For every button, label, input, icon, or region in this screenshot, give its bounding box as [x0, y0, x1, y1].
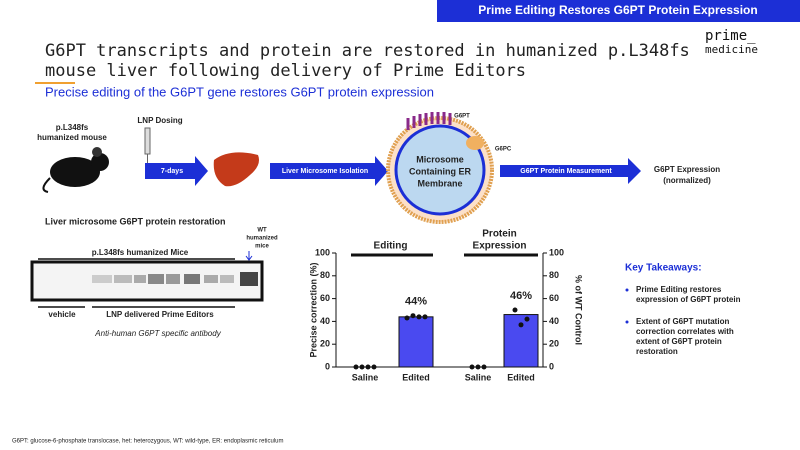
y2-tick-label: 0 — [549, 361, 554, 371]
data-point — [481, 364, 487, 370]
bullet — [625, 288, 629, 292]
subtitle: Precise editing of the G6PT gene restore… — [45, 84, 434, 99]
syringe — [144, 127, 151, 164]
result-label: (normalized) — [663, 176, 711, 185]
y2-axis-title: % of WT Control — [574, 275, 584, 345]
data-point — [475, 364, 481, 370]
y-tick-label: 80 — [320, 270, 330, 280]
data-point — [353, 364, 359, 370]
banner: Prime Editing Restores G6PT Protein Expr… — [478, 3, 757, 17]
accent — [35, 82, 75, 84]
group-label: Expression — [473, 241, 527, 252]
blot-title: Liver microsome G6PT protein restoration — [45, 216, 226, 226]
takeaway: Prime Editing restores — [636, 285, 722, 294]
x-tick-label: Saline — [352, 372, 379, 382]
takeaway: Extent of G6PT mutation — [636, 317, 729, 326]
takeaway: extent of G6PT protein — [636, 337, 722, 346]
x-tick-label: Edited — [507, 372, 535, 382]
data-point — [469, 364, 475, 370]
data-point — [524, 316, 530, 322]
data-point — [518, 322, 524, 328]
y-axis-title: Precise correction (%) — [308, 262, 318, 357]
liver-icon — [213, 152, 259, 187]
y-tick-label: 60 — [320, 293, 330, 303]
takeaways-title: Key Takeaways: — [625, 263, 702, 274]
wt-label: humanized — [246, 236, 278, 242]
protein-label: G6PT — [454, 114, 470, 120]
y2-tick-label: 60 — [549, 293, 559, 303]
blot-group: p.L348fs humanized Mice — [92, 248, 189, 257]
x-tick-label: Saline — [465, 372, 492, 382]
mouse-label: p.L348fs — [56, 123, 89, 132]
arrow — [270, 156, 388, 186]
data-point — [365, 364, 371, 370]
group-label: Protein — [482, 229, 516, 240]
blot-caption: Anti-human G6PT specific antibody — [94, 329, 221, 338]
value-label: 46% — [510, 290, 532, 302]
dosing: LNP Dosing — [137, 116, 182, 125]
bullet — [625, 320, 629, 324]
data-point — [422, 314, 428, 320]
mouse-label: humanized mouse — [37, 133, 107, 142]
y2-tick-label: 80 — [549, 270, 559, 280]
data-point — [512, 307, 518, 313]
microsome — [386, 112, 494, 224]
y2-tick-label: 100 — [549, 247, 564, 257]
x-tick-label: Edited — [402, 372, 430, 382]
y-tick-label: 100 — [315, 247, 330, 257]
wt-label: WT — [257, 228, 267, 234]
value-label: 44% — [405, 296, 427, 308]
mouse-icon — [42, 147, 109, 193]
group-label: Editing — [374, 241, 408, 252]
step-label: G6PT Protein Measurement — [520, 168, 612, 175]
microsome-label: Containing ER — [409, 166, 471, 176]
bar — [398, 316, 434, 368]
microsome-label: Membrane — [417, 178, 462, 188]
vehicle-label: vehicle — [48, 310, 76, 319]
y-tick-label: 0 — [325, 361, 330, 371]
blot-image — [30, 260, 264, 302]
logo: prime_ — [705, 28, 756, 44]
footnote: G6PT: glucose-6-phosphate translocase, h… — [12, 439, 283, 445]
takeaway: restoration — [636, 347, 678, 356]
data-point — [416, 314, 422, 320]
wt-arrow — [245, 251, 253, 261]
treated-label: LNP delivered Prime Editors — [106, 310, 214, 319]
data-point — [404, 315, 410, 321]
title: G6PT transcripts and protein are restore… — [45, 41, 690, 61]
result-label: G6PT Expression — [654, 165, 720, 174]
y2-tick-label: 20 — [549, 339, 559, 349]
title: mouse liver following delivery of Prime … — [45, 61, 526, 81]
arrow — [500, 158, 641, 184]
microsome-label: Microsome — [416, 154, 464, 164]
logo: medicine — [705, 43, 758, 56]
step-label: 7-days — [161, 168, 183, 175]
takeaway: expression of G6PT protein — [636, 295, 741, 304]
arrow — [145, 156, 208, 186]
y2-tick-label: 40 — [549, 316, 559, 326]
y-tick-label: 40 — [320, 316, 330, 326]
takeaway: correction correlates with — [636, 327, 734, 336]
banner-bar — [437, 0, 800, 22]
step-label: Liver Microsome Isolation — [282, 168, 368, 175]
wt-label: mice — [255, 244, 269, 250]
y-tick-label: 20 — [320, 339, 330, 349]
data-point — [371, 364, 377, 370]
data-point — [359, 364, 365, 370]
protein-label: G6PC — [495, 147, 512, 153]
data-point — [410, 313, 416, 319]
